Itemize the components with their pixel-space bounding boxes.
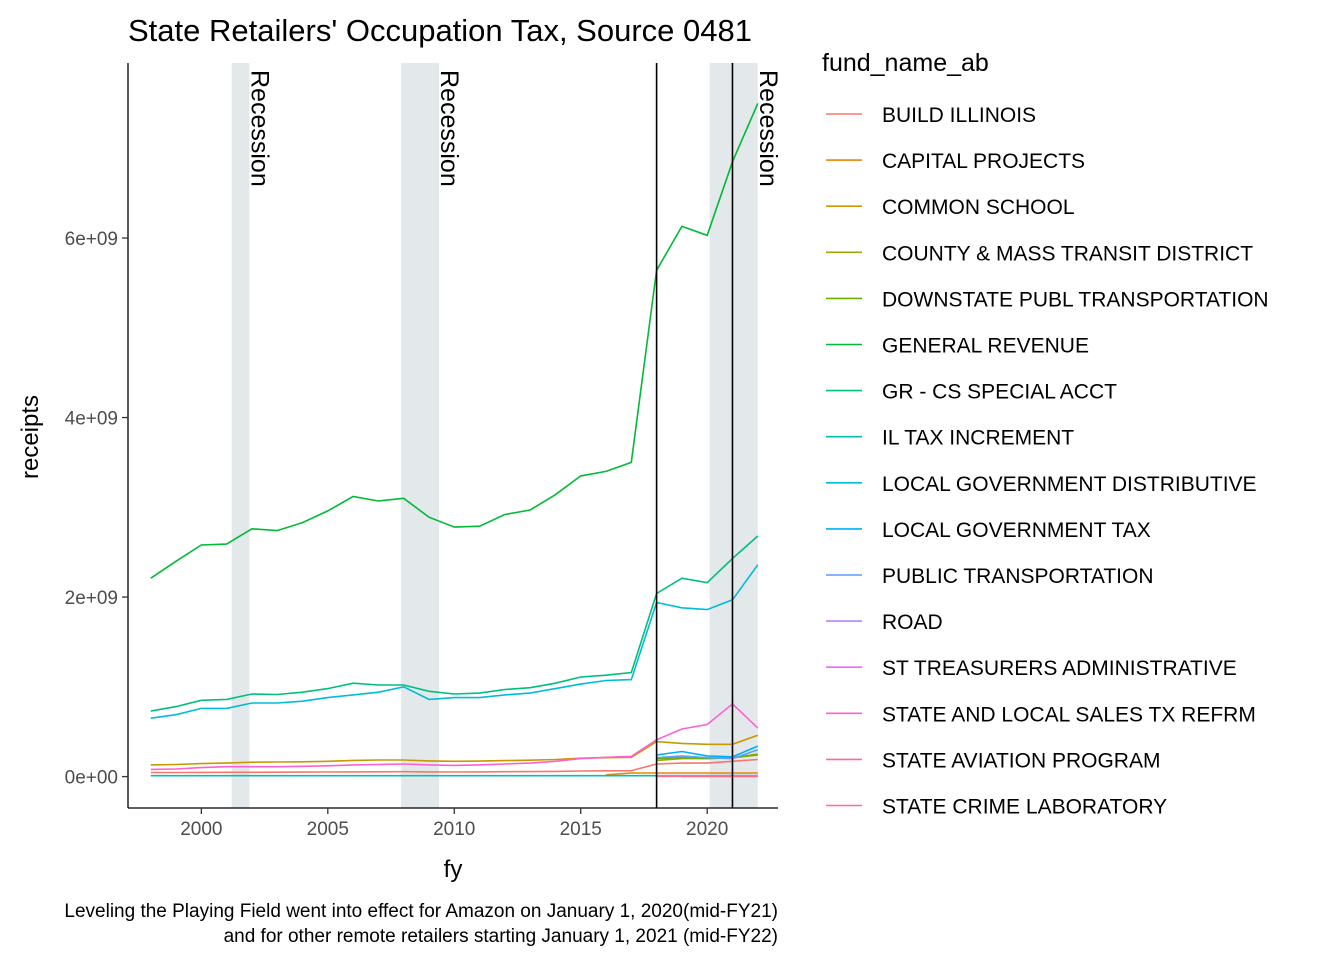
legend-item-5: DOWNSTATE PUBL TRANSPORTATION [826, 288, 1269, 311]
legend-item-6: GENERAL REVENUE [826, 335, 1089, 358]
legend-label: STATE AND LOCAL SALES TX REFRM [882, 703, 1256, 726]
legend-label: STATE CRIME LABORATORY [882, 796, 1167, 819]
recession-label-1: Recession [245, 70, 273, 187]
legend-item-13: ST TREASURERS ADMINISTRATIVE [826, 657, 1237, 680]
x-tick-label-4: 2015 [560, 819, 602, 840]
caption-line-1: Leveling the Playing Field went into eff… [64, 901, 778, 922]
legend-label: DOWNSTATE PUBL TRANSPORTATION [882, 288, 1269, 311]
legend-item-9: LOCAL GOVERNMENT DISTRIBUTIVE [826, 473, 1257, 496]
legend-item-11: PUBLIC TRANSPORTATION [826, 565, 1154, 588]
legend-label: ROAD [882, 611, 943, 634]
legend-label: STATE AVIATION PROGRAM [882, 749, 1160, 772]
x-tick-label-3: 2010 [433, 819, 475, 840]
legend-label: BUILD ILLINOIS [882, 104, 1036, 127]
legend-item-10: LOCAL GOVERNMENT TAX [826, 519, 1151, 542]
legend-item-1: BUILD ILLINOIS [826, 104, 1036, 127]
legend-label: PUBLIC TRANSPORTATION [882, 565, 1154, 588]
legend-item-15: STATE AVIATION PROGRAM [826, 749, 1160, 772]
legend-label: CAPITAL PROJECTS [882, 150, 1085, 173]
recession-band-3 [709, 63, 758, 808]
legend-item-4: COUNTY & MASS TRANSIT DISTRICT [826, 242, 1253, 265]
y-tick-label-4: 6e+09 [65, 229, 118, 250]
legend-items: BUILD ILLINOIS CAPITAL PROJECTS COMMON SCH… [826, 104, 1269, 819]
x-axis-title: fy [444, 856, 463, 883]
legend-item-14: STATE AND LOCAL SALES TX REFRM [826, 703, 1256, 726]
axes: 2000 2005 2010 2015 2020 0e+00 2e+09 4e+09 6e+09 [65, 63, 778, 840]
legend-label: GR - CS SPECIAL ACCT [882, 381, 1117, 404]
y-tick-label-2: 2e+09 [65, 588, 118, 609]
recession-band-1 [231, 63, 250, 808]
legend-item-2: CAPITAL PROJECTS [826, 150, 1085, 173]
legend-label: IL TAX INCREMENT [882, 427, 1074, 450]
legend-label: LOCAL GOVERNMENT DISTRIBUTIVE [882, 473, 1257, 496]
x-tick-label-2: 2005 [307, 819, 349, 840]
legend-label: COUNTY & MASS TRANSIT DISTRICT [882, 242, 1253, 265]
caption-line-2: and for other remote retailers starting … [224, 926, 778, 947]
recession-labels: Recession Recession Recession [245, 70, 781, 187]
y-tick-label-1: 0e+00 [65, 768, 118, 789]
legend-item-7: GR - CS SPECIAL ACCT [826, 381, 1117, 404]
y-tick-label-3: 4e+09 [65, 409, 118, 430]
caption: Leveling the Playing Field went into eff… [64, 901, 778, 947]
x-tick-label-5: 2020 [686, 819, 728, 840]
legend-label: LOCAL GOVERNMENT TAX [882, 519, 1151, 542]
legend-title: fund_name_ab [822, 49, 989, 77]
legend-label: ST TREASURERS ADMINISTRATIVE [882, 657, 1237, 680]
x-tick-label-1: 2000 [180, 819, 222, 840]
legend-label: COMMON SCHOOL [882, 196, 1075, 219]
legend-item-3: COMMON SCHOOL [826, 196, 1075, 219]
legend-item-12: ROAD [826, 611, 943, 634]
series-line-5 [656, 754, 758, 760]
legend-item-16: STATE CRIME LABORATORY [826, 796, 1167, 819]
recession-label-3: Recession [754, 70, 782, 187]
policy-vlines [655, 63, 734, 808]
chart-title: State Retailers' Occupation Tax, Source … [128, 13, 752, 48]
legend: fund_name_ab BUILD ILLINOIS CAPITAL PROJE… [822, 49, 1269, 819]
legend-label: GENERAL REVENUE [882, 335, 1089, 358]
y-axis-title: receipts [17, 395, 44, 479]
recession-label-2: Recession [435, 70, 463, 187]
series-line-10 [656, 745, 759, 758]
recession-bands [231, 63, 758, 808]
recession-band-2 [401, 63, 440, 808]
series-line-11 [656, 748, 759, 760]
legend-item-8: IL TAX INCREMENT [826, 427, 1074, 450]
